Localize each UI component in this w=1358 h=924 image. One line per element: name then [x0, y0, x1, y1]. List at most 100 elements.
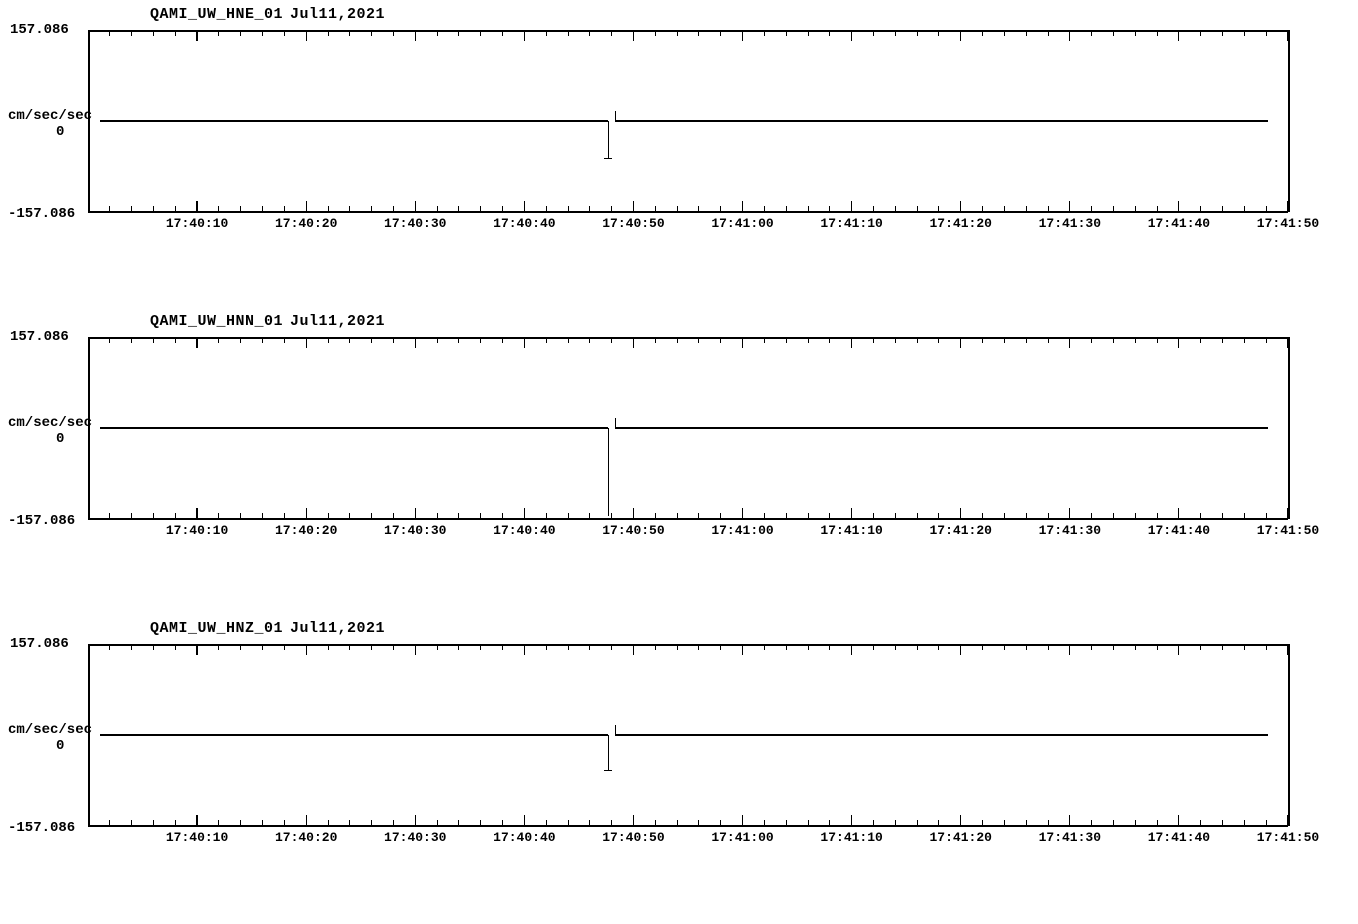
minor-tick-bottom	[1244, 513, 1245, 519]
time-axis-label: 17:40:10	[166, 523, 228, 538]
time-axis-label: 17:40:50	[602, 523, 664, 538]
minor-tick-bottom	[1091, 206, 1092, 212]
minor-tick-bottom	[677, 206, 678, 212]
minor-tick-top	[502, 337, 503, 343]
seismograph-chart: QAMI_UW_HNE_01 Jul11,2021 157.086 -157.0…	[0, 0, 1358, 924]
minor-tick-top	[153, 30, 154, 36]
waveform-flat-left	[100, 734, 608, 735]
minor-tick-bottom	[240, 513, 241, 519]
minor-tick-bottom	[873, 820, 874, 826]
minor-tick-top	[1048, 337, 1049, 343]
minor-tick-top	[1048, 644, 1049, 650]
minor-tick-bottom	[1266, 820, 1267, 826]
time-axis-label: 17:41:50	[1257, 830, 1319, 845]
minor-tick-bottom	[1157, 206, 1158, 212]
major-tick-bottom	[633, 508, 634, 519]
minor-tick-bottom	[153, 820, 154, 826]
minor-tick-top	[153, 644, 154, 650]
minor-tick-top	[655, 644, 656, 650]
plot-border-bottom-1	[88, 518, 1288, 520]
minor-tick-bottom	[764, 206, 765, 212]
minor-tick-top	[1244, 30, 1245, 36]
major-tick-bottom	[742, 508, 743, 519]
major-tick-top	[1069, 30, 1070, 41]
y-bottom-label-0: -157.086	[8, 206, 75, 222]
minor-tick-bottom	[1266, 513, 1267, 519]
minor-tick-bottom	[175, 513, 176, 519]
minor-tick-top	[349, 337, 350, 343]
minor-tick-top	[371, 644, 372, 650]
minor-tick-top	[502, 644, 503, 650]
minor-tick-top	[1026, 644, 1027, 650]
minor-tick-bottom	[1048, 513, 1049, 519]
minor-tick-bottom	[938, 820, 939, 826]
minor-tick-top	[1244, 644, 1245, 650]
minor-tick-bottom	[1222, 206, 1223, 212]
major-tick-bottom	[524, 201, 525, 212]
minor-tick-top	[589, 30, 590, 36]
minor-tick-top	[393, 30, 394, 36]
major-tick-top	[960, 644, 961, 655]
minor-tick-top	[328, 337, 329, 343]
major-tick-top	[306, 30, 307, 41]
major-tick-top	[196, 30, 197, 41]
minor-tick-bottom	[480, 206, 481, 212]
minor-tick-top	[720, 644, 721, 650]
minor-tick-top	[1113, 30, 1114, 36]
minor-tick-bottom	[131, 513, 132, 519]
minor-tick-top	[502, 30, 503, 36]
minor-tick-top	[1026, 337, 1027, 343]
time-axis-label: 17:41:50	[1257, 216, 1319, 231]
minor-tick-bottom	[917, 513, 918, 519]
minor-tick-top	[349, 30, 350, 36]
minor-tick-bottom	[1113, 513, 1114, 519]
major-tick-top	[196, 337, 197, 348]
minor-tick-bottom	[829, 206, 830, 212]
major-tick-top	[851, 30, 852, 41]
minor-tick-top	[240, 644, 241, 650]
minor-tick-bottom	[895, 513, 896, 519]
minor-tick-bottom	[109, 206, 110, 212]
minor-tick-bottom	[240, 820, 241, 826]
minor-tick-bottom	[393, 513, 394, 519]
major-tick-top	[1287, 337, 1288, 348]
time-axis-label: 17:41:30	[1039, 216, 1101, 231]
time-axis-label: 17:40:20	[275, 830, 337, 845]
minor-tick-top	[1200, 644, 1201, 650]
minor-tick-top	[262, 30, 263, 36]
time-axis-label: 17:40:50	[602, 830, 664, 845]
minor-tick-top	[677, 337, 678, 343]
minor-tick-bottom	[786, 206, 787, 212]
minor-tick-bottom	[655, 206, 656, 212]
major-tick-top	[742, 644, 743, 655]
minor-tick-bottom	[917, 206, 918, 212]
minor-tick-bottom	[437, 820, 438, 826]
y-bottom-label-1: -157.086	[8, 513, 75, 529]
minor-tick-top	[480, 644, 481, 650]
time-axis-label: 17:40:30	[384, 523, 446, 538]
minor-tick-top	[1091, 30, 1092, 36]
minor-tick-bottom	[982, 820, 983, 826]
minor-tick-bottom	[458, 820, 459, 826]
panel-hnn: QAMI_UW_HNN_01 Jul11,2021 157.086 -157.0…	[0, 307, 1358, 537]
major-tick-top	[851, 337, 852, 348]
minor-tick-bottom	[131, 820, 132, 826]
panel-date-2: Jul11,2021	[290, 620, 385, 637]
minor-tick-top	[829, 644, 830, 650]
y-top-label-1: 157.086	[10, 329, 69, 345]
minor-tick-top	[917, 644, 918, 650]
minor-tick-top	[1222, 337, 1223, 343]
major-tick-bottom	[1069, 815, 1070, 826]
minor-tick-top	[1113, 644, 1114, 650]
minor-tick-top	[175, 337, 176, 343]
minor-tick-top	[568, 30, 569, 36]
minor-tick-top	[917, 30, 918, 36]
major-tick-bottom	[415, 508, 416, 519]
minor-tick-bottom	[349, 513, 350, 519]
major-tick-top	[1069, 337, 1070, 348]
minor-tick-bottom	[328, 513, 329, 519]
minor-tick-top	[677, 644, 678, 650]
minor-tick-bottom	[677, 513, 678, 519]
minor-tick-bottom	[109, 513, 110, 519]
minor-tick-top	[262, 337, 263, 343]
